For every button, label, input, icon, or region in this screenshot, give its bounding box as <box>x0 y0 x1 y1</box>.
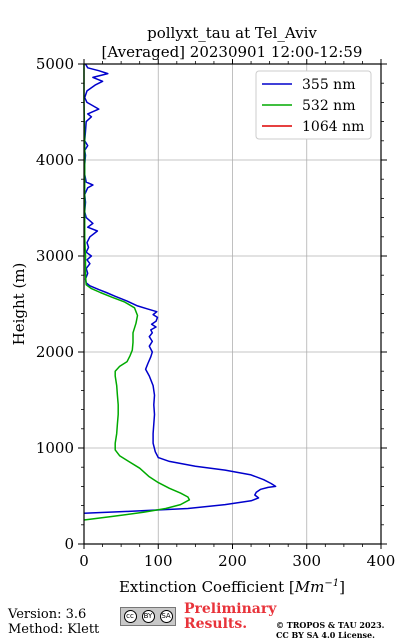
series-layer <box>83 63 277 521</box>
y-axis-label: Height (m) <box>10 263 28 346</box>
method-text: Method: Klett <box>8 622 100 637</box>
chart-subtitle: [Averaged] 20230901 12:00-12:59 <box>102 43 363 61</box>
x-tick-label: 0 <box>79 552 89 570</box>
extinction-profile-chart: pollyxt_tau at Tel_Aviv [Averaged] 20230… <box>10 24 396 596</box>
x-tick-label: 400 <box>367 552 396 570</box>
version-text: Version: 3.6 <box>8 607 87 622</box>
preliminary-line-1: Preliminary <box>184 601 277 617</box>
y-tick-label: 0 <box>64 535 74 553</box>
by-icon: BY <box>141 610 155 623</box>
cc-by-sa-logo: cc BY SA <box>120 607 176 626</box>
y-tick-label: 5000 <box>36 55 74 73</box>
x-tick-label: 100 <box>144 552 173 570</box>
preliminary-label: Preliminary Results. <box>184 602 276 632</box>
y-tick-label: 4000 <box>36 151 74 169</box>
y-tick-label: 3000 <box>36 247 74 265</box>
x-axis-label: Extinction Coefficient [Mm−1] <box>119 578 345 596</box>
legend-label: 355 nm <box>302 77 355 93</box>
x-tick-label: 300 <box>292 552 321 570</box>
legend-label: 532 nm <box>302 98 355 114</box>
y-tick-label: 2000 <box>36 343 74 361</box>
copyright-notice: © TROPOS & TAU 2023. CC BY SA 4.0 Licens… <box>276 620 384 640</box>
copyright-line-2: CC BY SA 4.0 License. <box>276 630 375 640</box>
legend-label: 1064 nm <box>302 119 364 135</box>
series-line-355-nm <box>83 63 277 515</box>
series-line-532-nm <box>83 64 191 521</box>
x-tick-label: 200 <box>218 552 247 570</box>
y-tick-label: 1000 <box>36 439 74 457</box>
cc-icon: cc <box>123 610 137 623</box>
legend: 355 nm 532 nm 1064 nm <box>255 70 372 140</box>
legend-box <box>255 70 372 140</box>
chart-title: pollyxt_tau at Tel_Aviv <box>147 24 317 42</box>
sa-icon: SA <box>159 610 173 623</box>
preliminary-line-2: Results. <box>184 616 248 632</box>
copyright-line-1: © TROPOS & TAU 2023. <box>276 620 385 630</box>
